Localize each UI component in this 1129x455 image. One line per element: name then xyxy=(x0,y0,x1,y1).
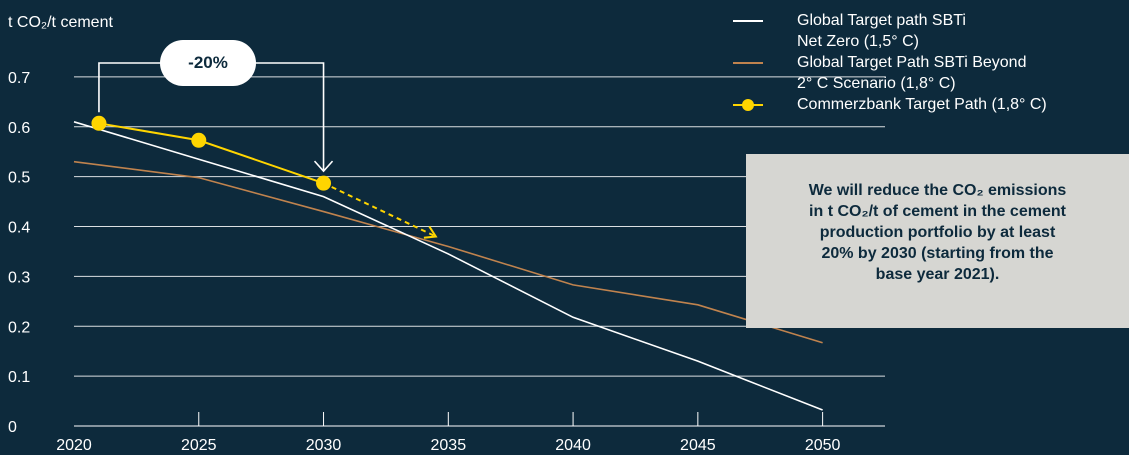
y-tick-label: 0.7 xyxy=(8,70,30,87)
y-tick-label: 0.6 xyxy=(8,120,30,137)
x-tick-label: 2050 xyxy=(805,437,841,454)
data-point-marker xyxy=(316,175,332,191)
bracket-arrowhead xyxy=(313,160,334,173)
projection-arrowhead xyxy=(423,225,438,239)
grid-lines xyxy=(74,76,885,427)
target-callout-box: We will reduce the CO₂ emissions in t CO… xyxy=(746,154,1129,328)
legend-item-net-zero: Global Target path SBTi Net Zero (1,5° C… xyxy=(733,10,1129,52)
legend-swatch-yellow-marker-line-icon xyxy=(733,99,763,111)
y-tick-label: 0.1 xyxy=(8,369,30,386)
callout-line: production portfolio by at least xyxy=(819,224,1056,241)
callout-line: in t CO₂/t of cement in the cement xyxy=(809,203,1066,220)
legend-item-commerzbank: Commerzbank Target Path (1,8° C) xyxy=(733,94,1129,116)
y-tick-label: 0.5 xyxy=(8,170,30,187)
callout-line: We will reduce the CO₂ emissions xyxy=(808,182,1067,199)
series-line-0 xyxy=(73,121,823,411)
legend-label: Global Target Path SBTi Beyond 2° C Scen… xyxy=(797,54,1027,92)
series-markers xyxy=(91,115,332,191)
series-line-2 xyxy=(98,122,324,185)
y-tick-label: 0.2 xyxy=(8,319,30,336)
data-point-marker xyxy=(91,115,107,131)
x-tick-label: 2030 xyxy=(306,437,342,454)
callout-line: base year 2021). xyxy=(875,266,1000,283)
series-line-1 xyxy=(73,160,823,344)
legend-swatch-brown-line-icon xyxy=(733,62,763,64)
legend-swatch-white-line-icon xyxy=(733,20,763,22)
x-tick-label: 2040 xyxy=(555,437,591,454)
axis-ticks: 0 0.1 0.2 0.3 0.4 0.5 0.6 0.7 2020 2025 2030 2035 20… xyxy=(8,70,841,454)
x-tick-label: 2025 xyxy=(181,437,217,454)
legend-label: Commerzbank Target Path (1,8° C) xyxy=(797,96,1047,113)
legend-label: Global Target path SBTi Net Zero (1,5° C… xyxy=(797,12,966,50)
projection-dashed-line xyxy=(323,182,437,238)
y-axis-title: t CO₂/t cement xyxy=(8,14,113,31)
y-tick-label: 0.4 xyxy=(8,220,30,237)
series-lines xyxy=(73,121,823,411)
callout-line: 20% by 2030 (starting from the xyxy=(821,245,1054,262)
reduction-badge: -20% xyxy=(160,40,256,86)
x-tick-label: 2045 xyxy=(680,437,716,454)
y-tick-label: 0 xyxy=(8,419,17,436)
chart-legend: Global Target path SBTi Net Zero (1,5° C… xyxy=(733,10,1129,116)
data-point-marker xyxy=(191,132,207,148)
legend-item-beyond-2c: Global Target Path SBTi Beyond 2° C Scen… xyxy=(733,52,1129,94)
y-tick-label: 0.3 xyxy=(8,269,30,286)
x-tick-label: 2035 xyxy=(431,437,467,454)
x-tick-label: 2020 xyxy=(56,437,92,454)
